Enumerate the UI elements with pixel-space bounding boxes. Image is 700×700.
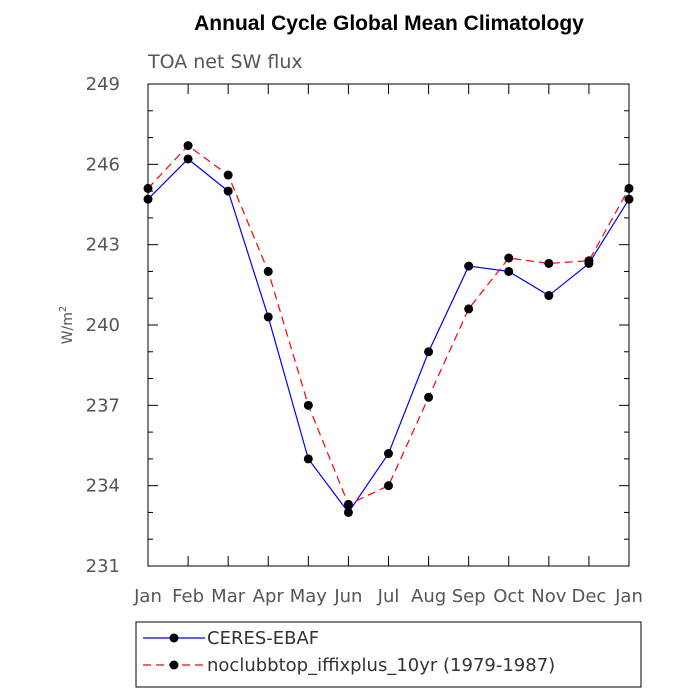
series-point xyxy=(343,507,353,517)
series-point xyxy=(584,256,594,266)
series-point xyxy=(303,400,313,410)
y-axis-label-superscript: 2 xyxy=(58,306,69,312)
chart-subtitle: TOA net SW flux xyxy=(147,51,303,73)
legend-label: noclubbtop_iffixplus_10yr (1979-1987) xyxy=(207,655,555,676)
legend: CERES-EBAF noclubbtop_iffixplus_10yr (197… xyxy=(135,621,642,688)
series-point xyxy=(424,347,434,357)
series-point xyxy=(223,170,233,180)
x-tick-label: Aug xyxy=(411,586,446,607)
y-tick-label: 249 xyxy=(86,74,120,95)
series-point xyxy=(624,194,634,204)
series-point xyxy=(424,392,434,402)
x-tick-label: Apr xyxy=(253,586,285,607)
series-point xyxy=(263,266,273,276)
legend-label: CERES-EBAF xyxy=(207,628,319,649)
x-tick-label: Sep xyxy=(452,586,486,607)
series-point xyxy=(143,183,153,193)
series-point xyxy=(143,194,153,204)
series-point xyxy=(544,258,554,268)
x-tick-label: Dec xyxy=(571,586,606,607)
y-tick-label: 246 xyxy=(86,154,120,175)
series-point xyxy=(303,454,313,464)
y-tick-label: 243 xyxy=(86,235,120,256)
series-point xyxy=(464,304,474,314)
x-tick-label: Oct xyxy=(493,586,524,607)
y-ticks: 231 234 237 240 243 246 249 xyxy=(86,74,629,577)
y-axis-label: W/m2 xyxy=(58,306,76,345)
plot-frame xyxy=(147,83,630,567)
series-point xyxy=(263,312,273,322)
y-tick-label: 240 xyxy=(86,315,120,336)
y-axis-label-text: W/m xyxy=(60,312,76,344)
series-point xyxy=(183,141,193,151)
y-tick-label: 231 xyxy=(86,556,120,577)
legend-marker xyxy=(169,660,179,670)
series-point xyxy=(544,291,554,301)
series-point xyxy=(223,186,233,196)
x-tick-label: Feb xyxy=(172,586,204,607)
x-tick-label: Jan xyxy=(614,586,643,607)
x-tick-label: May xyxy=(290,586,328,607)
series-point xyxy=(464,261,474,271)
series-point xyxy=(624,183,634,193)
series-point xyxy=(384,449,393,459)
chart-title: Annual Cycle Global Mean Climatology xyxy=(194,12,584,35)
series-point xyxy=(504,253,514,263)
x-tick-label: Nov xyxy=(531,586,566,607)
legend-box xyxy=(135,621,642,688)
series-point xyxy=(504,266,514,276)
y-tick-label: 237 xyxy=(86,395,120,416)
series-line xyxy=(147,158,630,514)
series-point xyxy=(183,154,193,164)
series-point xyxy=(343,499,353,509)
legend-marker xyxy=(169,633,179,643)
y-tick-label: 234 xyxy=(86,476,120,497)
x-tick-label: Jul xyxy=(377,586,400,607)
series-point xyxy=(384,481,393,491)
x-ticks: Jan Feb Mar Apr May Jun Jul Aug Sep Oct Nov Dec Jan xyxy=(133,84,643,607)
x-tick-label: Jan xyxy=(133,586,162,607)
x-tick-label: Mar xyxy=(211,586,246,607)
series-layer xyxy=(143,141,634,517)
x-tick-label: Jun xyxy=(333,586,362,607)
